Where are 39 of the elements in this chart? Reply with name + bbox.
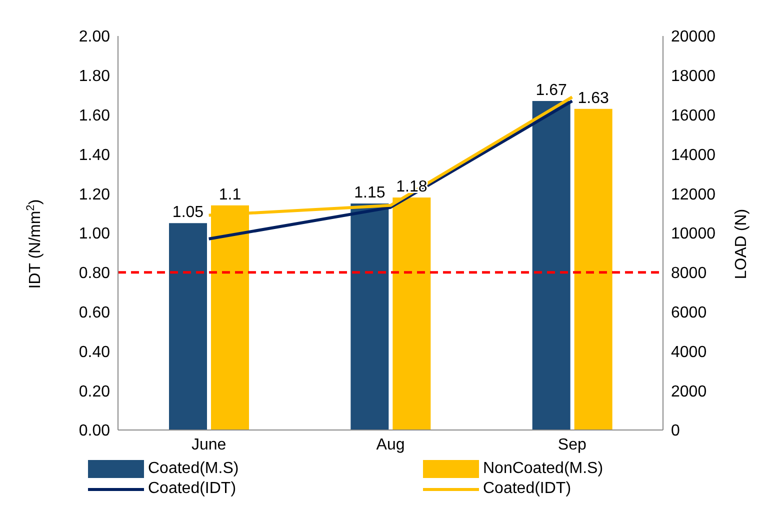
bar <box>350 203 389 430</box>
y2-tick-label: 16000 <box>671 107 716 124</box>
y2-tick-label: 8000 <box>671 265 707 282</box>
y-tick-label: 0.80 <box>78 265 110 282</box>
y2-tick-label: 4000 <box>671 344 707 361</box>
y2-tick-label: 12000 <box>671 186 716 204</box>
legend-label: Coated(M.S) <box>148 460 239 478</box>
x-tick-label: Aug <box>376 436 405 454</box>
legend-label: NonCoated(M.S) <box>483 460 604 478</box>
y2-tick-label: 20000 <box>671 28 716 46</box>
data-label: 1.63 <box>578 90 610 107</box>
y-tick-label: 0.40 <box>78 344 110 361</box>
y2-tick-label: 14000 <box>671 146 716 164</box>
bar <box>574 108 612 430</box>
y-tick-label: 1.80 <box>78 68 110 86</box>
y2-tick-label: 2000 <box>671 383 707 400</box>
y-tick-label: 2.00 <box>78 28 110 46</box>
y-tick-label: 0.00 <box>78 422 110 440</box>
y2-tick-label: 10000 <box>671 226 716 243</box>
y-tick-label: 1.00 <box>78 226 110 243</box>
y2-tick-label: 6000 <box>671 304 707 322</box>
bar <box>169 223 207 430</box>
y2-tick-label: 18000 <box>671 68 716 86</box>
data-label: 1.1 <box>218 186 242 204</box>
y-tick-label: 0.60 <box>78 304 110 322</box>
legend-label: Coated(IDT) <box>148 480 236 498</box>
bar <box>532 101 570 430</box>
x-tick-label: June <box>191 436 226 454</box>
y-tick-label: 1.40 <box>78 146 110 164</box>
data-label: 1.05 <box>172 204 204 222</box>
legend-label: Coated(IDT) <box>483 480 572 498</box>
data-label: 1.15 <box>354 184 386 202</box>
y2-axis-title: LOAD (N) <box>733 208 750 280</box>
y-tick-label: 0.20 <box>78 383 110 400</box>
y-tick-label: 1.60 <box>78 107 110 124</box>
x-tick-label: Sep <box>558 436 587 454</box>
y2-tick-label: 0 <box>671 422 680 440</box>
y-tick-label: 1.20 <box>78 186 110 204</box>
data-label: 1.67 <box>536 82 568 100</box>
